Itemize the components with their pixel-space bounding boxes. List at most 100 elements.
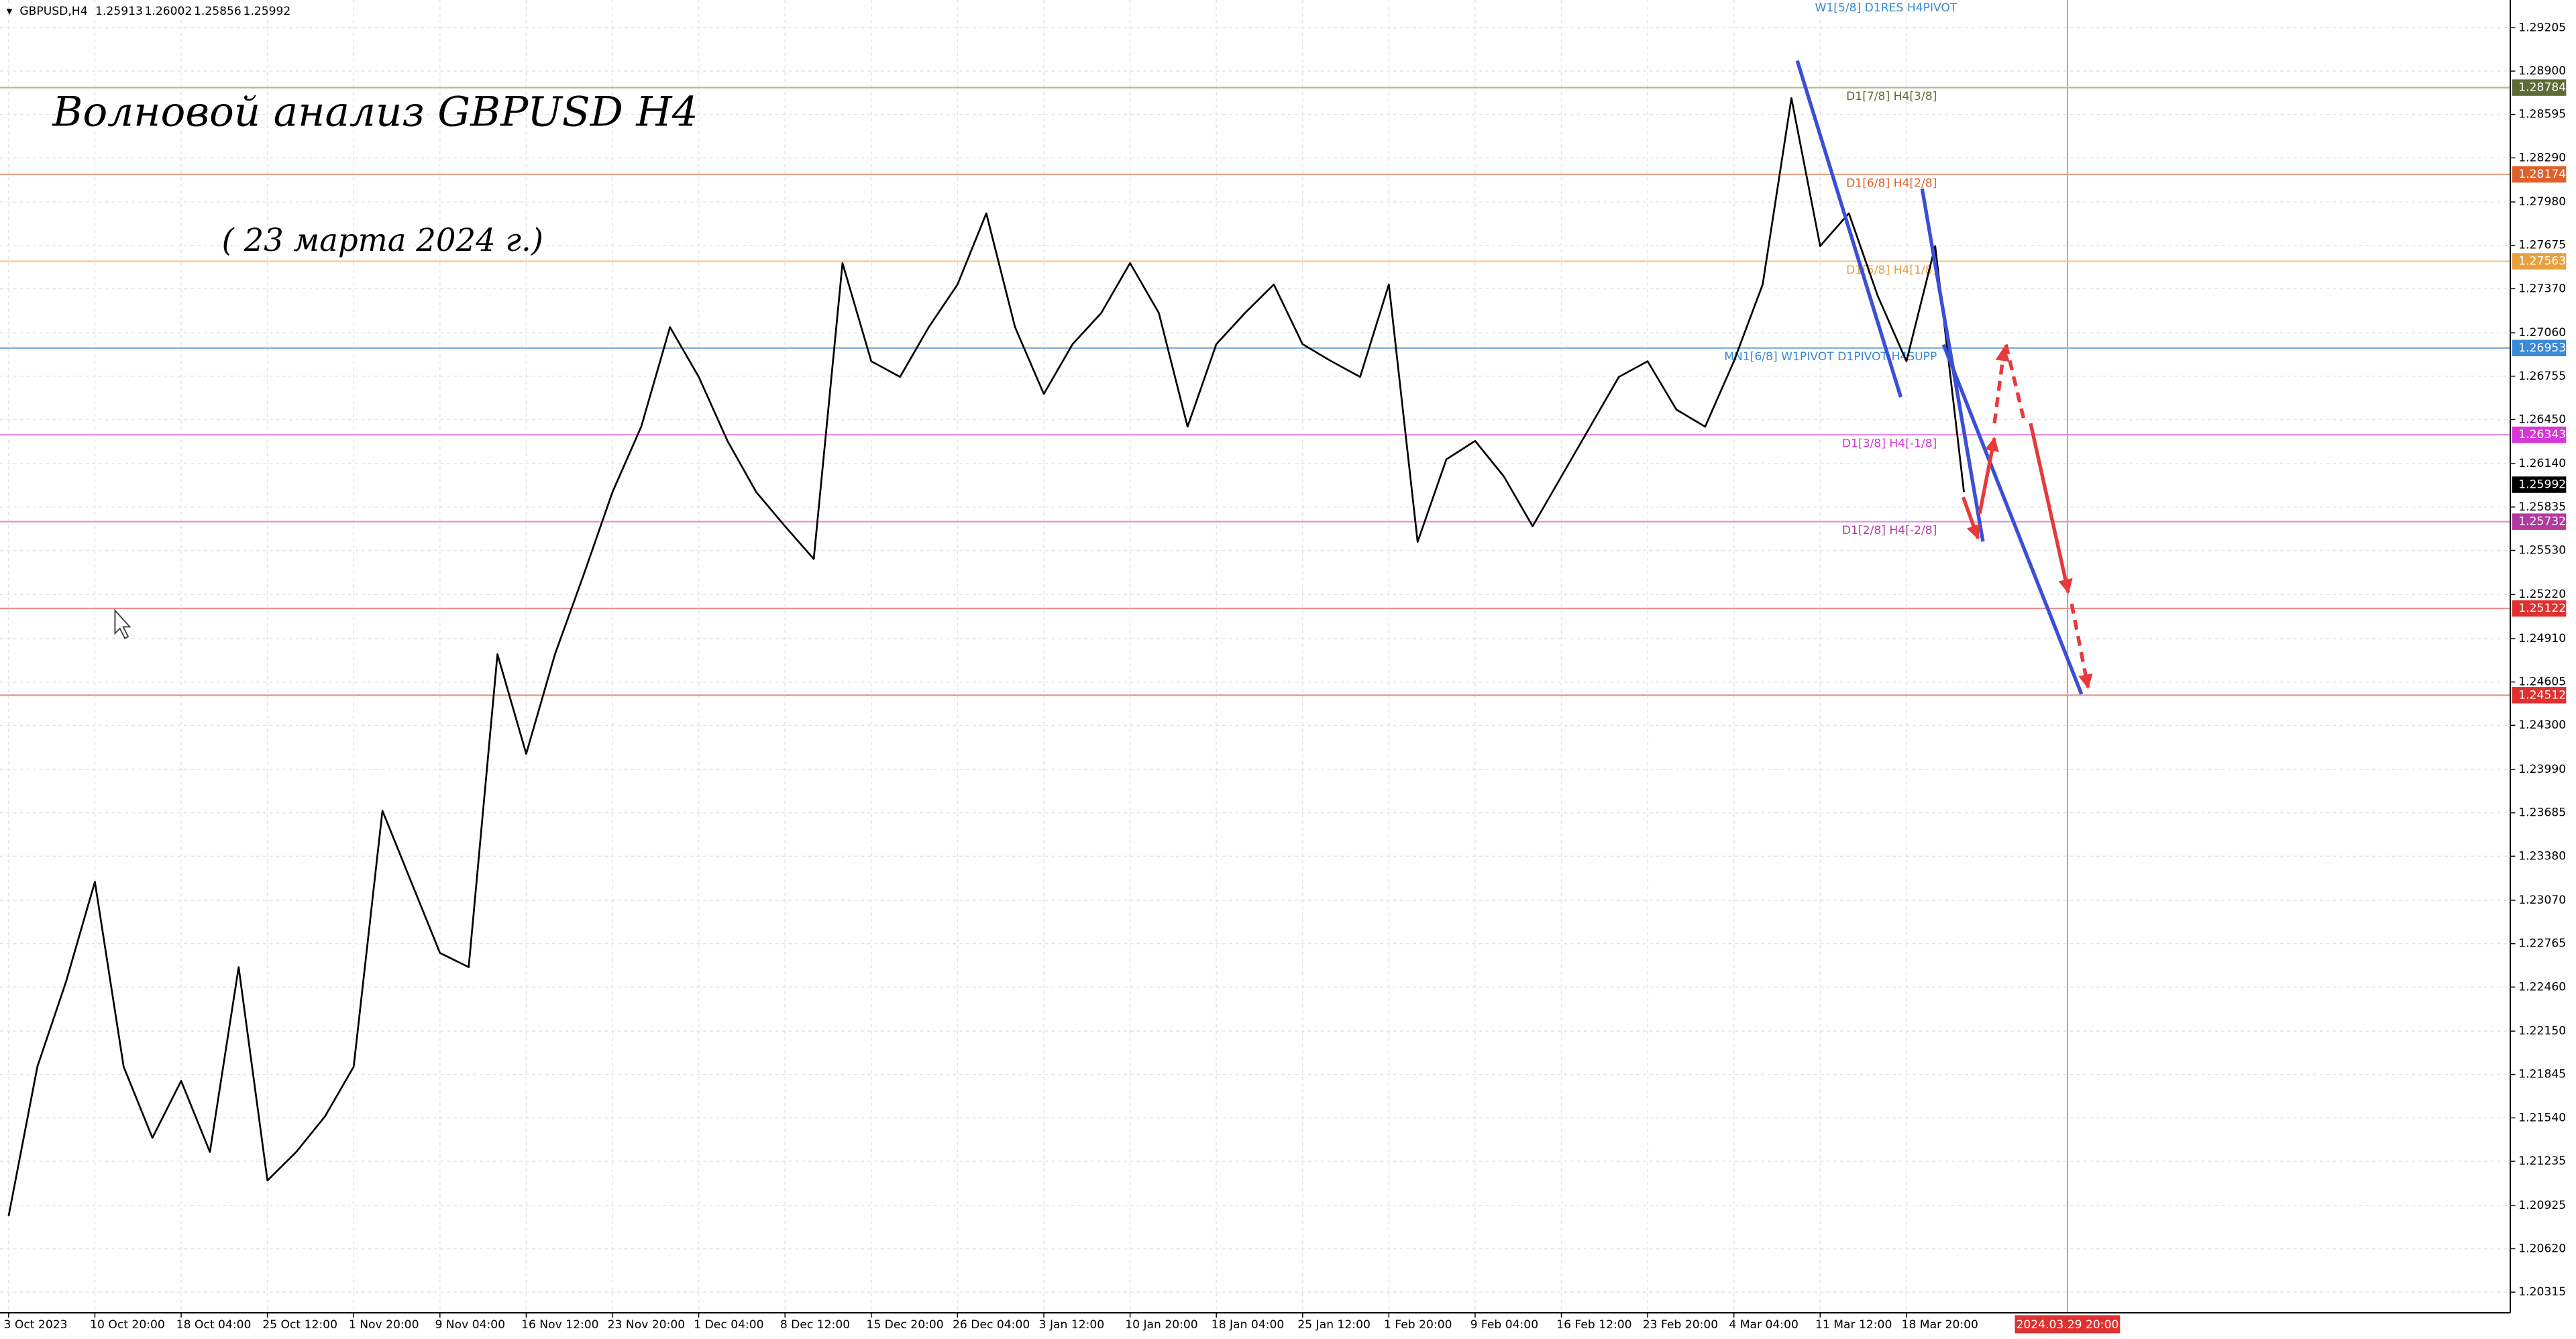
y-tick-label: 1.28900	[2518, 64, 2566, 78]
wave-arrow	[1961, 496, 1981, 540]
level-price-box	[2512, 253, 2567, 270]
y-tick-label: 1.23070	[2518, 894, 2566, 907]
level-price-box	[2512, 426, 2567, 443]
y-tick-label: 1.27370	[2518, 282, 2566, 295]
y-tick-label: 1.22150	[2518, 1024, 2566, 1038]
x-tick-label: 1 Feb 20:00	[1384, 1318, 1452, 1332]
level-price-label: 1.25732	[2518, 515, 2566, 529]
header-arrow: ▾	[7, 5, 13, 18]
trend-line	[1941, 343, 2084, 695]
level-label: D1[2/8] H4[-2/8]	[1842, 524, 1937, 537]
y-tick-label: 1.20925	[2518, 1199, 2566, 1212]
level-price-label: 1.26343	[2518, 428, 2566, 441]
y-tick-label: 1.21235	[2518, 1155, 2566, 1168]
x-tick-label: 10 Jan 20:00	[1125, 1318, 1198, 1332]
y-tick-label: 1.24300	[2518, 718, 2566, 732]
y-tick-label: 1.26140	[2518, 457, 2566, 470]
level-label: D1[3/8] H4[-1/8]	[1842, 437, 1937, 451]
chart-title: Волновой анализ GBPUSD H4	[52, 88, 698, 136]
x-tick-label: 25 Oct 12:00	[262, 1318, 337, 1332]
wave-arrow	[1978, 436, 1999, 515]
y-tick-label: 1.25835	[2518, 500, 2566, 514]
x-tick-label: 9 Feb 04:00	[1470, 1318, 1539, 1332]
y-tick-label: 1.20620	[2518, 1242, 2566, 1255]
x-tick-label: 1 Dec 04:00	[694, 1318, 763, 1332]
level-price-label: 1.24512	[2518, 688, 2566, 702]
y-tick-label: 1.27060	[2518, 326, 2566, 339]
x-tick-label: 18 Jan 04:00	[1212, 1318, 1285, 1332]
mouse-cursor	[114, 608, 131, 639]
levels: D1[7/8] H4[3/8] D1[6/8] H4[2/8] D1[5/8] H4…	[0, 87, 2511, 696]
level-label: D1[6/8] H4[2/8]	[1846, 176, 1937, 190]
x-tick-label: 15 Dec 20:00	[866, 1318, 943, 1332]
x-tick-label: 11 Mar 12:00	[1815, 1318, 1892, 1332]
y-tick-label: 1.23990	[2518, 763, 2566, 776]
wave-arrow	[2029, 423, 2073, 594]
level-annotation: W1[5/8] D1RES H4PIVOT	[1815, 1, 1957, 15]
price-axis-panel	[2510, 0, 2576, 1339]
y-tick-label: 1.23380	[2518, 849, 2566, 863]
current-price-label: 1.25992	[2518, 478, 2566, 492]
x-tick-label: 8 Dec 12:00	[780, 1318, 850, 1332]
forecast-drawing	[1795, 60, 2093, 695]
level-price-label: 1.28174	[2518, 168, 2566, 181]
y-tick-label: 1.20315	[2518, 1285, 2566, 1299]
y-tick-label: 1.21845	[2518, 1068, 2566, 1081]
y-tick-label: 1.27980	[2518, 195, 2566, 209]
header-price: 1.25856	[194, 5, 241, 18]
y-tick-label: 1.26755	[2518, 370, 2566, 383]
header-price: 1.25992	[243, 5, 290, 18]
trend-line	[1795, 60, 1903, 398]
price-series	[7, 97, 1965, 1216]
y-tick-label: 1.23685	[2518, 806, 2566, 820]
y-tick-label: 1.28290	[2518, 151, 2566, 164]
x-tick-label: 10 Oct 20:00	[90, 1318, 165, 1332]
current-price-box	[2512, 476, 2567, 493]
level-price-box	[2512, 687, 2567, 704]
chart-subtitle: ( 23 марта 2024 г.)	[222, 222, 543, 258]
y-tick-label: 1.21540	[2518, 1111, 2566, 1124]
level-label: MN1[6/8] W1PIVOT D1PIVOT H4SUPP	[1724, 350, 1937, 364]
grid	[0, 0, 2511, 1313]
x-tick-label: 26 Dec 04:00	[953, 1318, 1030, 1332]
x-tick-label: 16 Feb 12:00	[1556, 1318, 1631, 1332]
y-tick-label: 1.25530	[2518, 543, 2566, 557]
x-tick-label: 23 Nov 20:00	[608, 1318, 686, 1332]
x-tick-label: 4 Mar 04:00	[1729, 1318, 1799, 1332]
x-tick-label: 25 Jan 12:00	[1297, 1318, 1371, 1332]
header-price: 1.26002	[145, 5, 193, 18]
y-tick-label: 1.25220	[2518, 588, 2566, 601]
wave-arrow	[2004, 344, 2026, 421]
x-tick-label: 16 Nov 12:00	[521, 1318, 599, 1332]
y-tick-label: 1.24605	[2518, 676, 2566, 689]
level-price-label: 1.27563	[2518, 254, 2566, 268]
x-tick-label: 23 Feb 20:00	[1643, 1318, 1718, 1332]
wave-arrow	[1992, 346, 2010, 424]
level-price-box	[2512, 513, 2567, 530]
symbol: GBPUSD,H4	[19, 5, 87, 18]
x-tick-label: 3 Oct 2023	[4, 1318, 68, 1332]
price-line	[7, 97, 1965, 1216]
x-tick-label: 3 Jan 12:00	[1039, 1318, 1105, 1332]
level-price-box	[2512, 600, 2567, 617]
level-price-label: 1.28784	[2518, 81, 2566, 95]
level-price-box	[2512, 79, 2567, 96]
x-tick-label: 9 Nov 04:00	[435, 1318, 505, 1332]
y-tick-label: 1.24910	[2518, 632, 2566, 645]
cursor-time-box	[2015, 1315, 2121, 1334]
level-label: D1[5/8] H4[1/8]	[1846, 264, 1937, 277]
x-tick-label: 18 Mar 20:00	[1902, 1318, 1978, 1332]
level-label: D1[7/8] H4[3/8]	[1846, 90, 1937, 103]
level-price-box	[2512, 339, 2567, 357]
y-tick-label: 1.22765	[2518, 937, 2566, 951]
y-tick-label: 1.22460	[2518, 980, 2566, 994]
y-tick-label: 1.26450	[2518, 413, 2566, 426]
x-tick-label: 18 Oct 04:00	[176, 1318, 252, 1332]
level-price-label: 1.26953	[2518, 341, 2566, 355]
y-tick-label: 1.27675	[2518, 239, 2566, 252]
header-prices: 1.25913 1.26002 1.25856 1.25992	[95, 5, 290, 18]
axes: 1.29205 1.28900 1.28595 1.28290 1.27980 1.276…	[4, 21, 2567, 1334]
